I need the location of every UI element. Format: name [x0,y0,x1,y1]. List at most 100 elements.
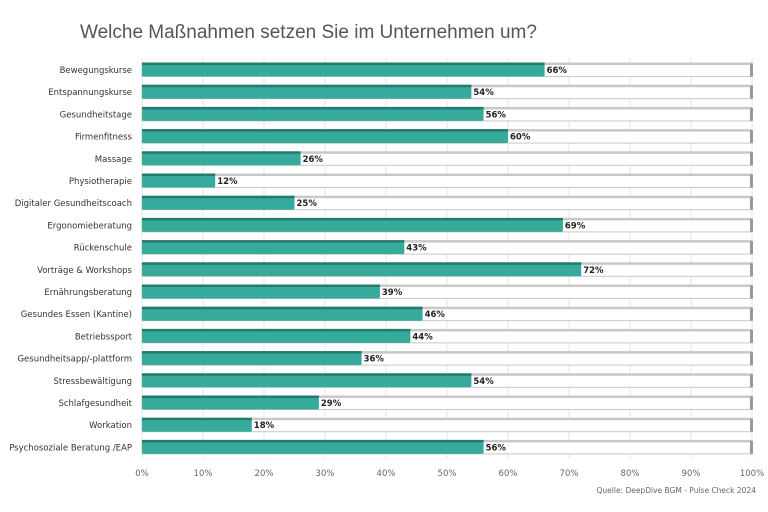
bar-top [142,106,484,110]
x-tick-label: 10% [194,469,213,479]
bar-top [142,395,319,398]
bar [142,374,472,388]
bar [142,241,405,255]
bar-track-end [750,63,753,77]
bar-track-top [142,240,752,243]
bar-track-end [750,307,753,321]
bar [142,152,301,166]
bar-track-top [142,173,752,176]
bar-track-end [750,174,753,188]
bar [142,174,216,188]
bar-track-top [142,395,752,398]
bar-track-top [142,351,752,354]
category-label: Bewegungskurse [60,66,132,76]
category-label: Betriebssport [75,332,133,342]
bar-track-end [750,396,753,410]
bar-top [142,84,472,88]
data-label: 39% [382,288,403,298]
bar-track-end [750,418,753,432]
bar [142,352,362,366]
data-label: 12% [217,177,238,187]
source-note: Quelle: DeepDive BGM - Pulse Check 2024 [596,486,756,495]
data-label: 69% [565,221,586,231]
bar-top [142,173,216,176]
bar [142,85,472,99]
bar-top [142,284,380,287]
category-label: Digitaler Gesundheitscoach [15,199,132,209]
bar [142,285,380,299]
bar-track-end [750,352,753,366]
data-label: 66% [547,66,568,76]
data-label: 25% [297,199,318,209]
bar-top [142,195,295,199]
data-label: 29% [321,399,342,409]
bar-track-end [750,196,753,210]
data-label: 46% [425,310,446,320]
chart-title: Welche Maßnahmen setzen Sie im Unternehm… [80,22,537,43]
category-label: Entspannungskurse [48,88,132,98]
bar-top [142,129,508,132]
data-label: 72% [583,266,604,276]
category-label: Rückenschule [74,244,132,254]
bar-track-end [750,440,753,454]
bar-track-end [750,218,753,232]
bar-top [142,351,362,354]
x-tick-label: 90% [682,469,701,479]
bar-track-top [142,195,752,199]
bar-track-end [750,130,753,144]
bar-top [142,306,423,310]
bar-track-end [750,329,753,343]
bar [142,440,484,454]
bar-top [142,262,582,265]
bar-top [142,439,484,443]
category-label: Ergonomieberatung [47,221,132,231]
data-label: 56% [486,443,507,453]
category-label: Vorträge & Workshops [37,266,132,276]
x-tick-label: 70% [560,469,579,479]
bar-top [142,417,252,421]
category-label: Gesundheitsapp/-plattform [17,355,132,365]
bar-top [142,217,563,221]
data-label: 56% [486,110,507,120]
bar [142,307,423,321]
x-tick-label: 20% [255,469,274,479]
bar-track-end [750,241,753,255]
x-tick-label: 0% [135,469,149,479]
data-label: 54% [473,377,494,387]
category-label: Stressbewältigung [53,377,132,387]
bar [142,418,252,432]
bar-track-end [750,85,753,99]
x-tick-label: 30% [316,469,335,479]
bar-track-end [750,285,753,299]
bar [142,218,563,232]
bar-top [142,240,405,243]
bar [142,329,411,343]
x-tick-label: 50% [438,469,457,479]
bar-track-top [142,328,752,332]
bar-track-end [750,152,753,166]
category-label: Ernährungsberatung [44,288,132,298]
bar-top [142,328,411,332]
data-label: 43% [406,244,427,254]
data-label: 26% [303,155,324,165]
data-label: 60% [510,133,531,143]
bar-track-end [750,107,753,121]
bar [142,107,484,121]
bar [142,263,582,277]
bar-track-end [750,374,753,388]
data-label: 54% [473,88,494,98]
category-label: Psychosoziale Beratung /EAP [9,443,132,453]
x-tick-label: 80% [621,469,640,479]
data-label: 36% [364,355,385,365]
category-label: Massage [95,155,132,165]
category-label: Firmenfitness [75,133,133,143]
category-label: Workation [89,421,132,431]
bar-top [142,151,301,154]
bar [142,396,319,410]
bar-track-top [142,151,752,154]
x-tick-label: 60% [499,469,518,479]
bar-track-top [142,284,752,287]
data-label: 44% [412,332,433,342]
x-tick-label: 100% [740,469,764,479]
